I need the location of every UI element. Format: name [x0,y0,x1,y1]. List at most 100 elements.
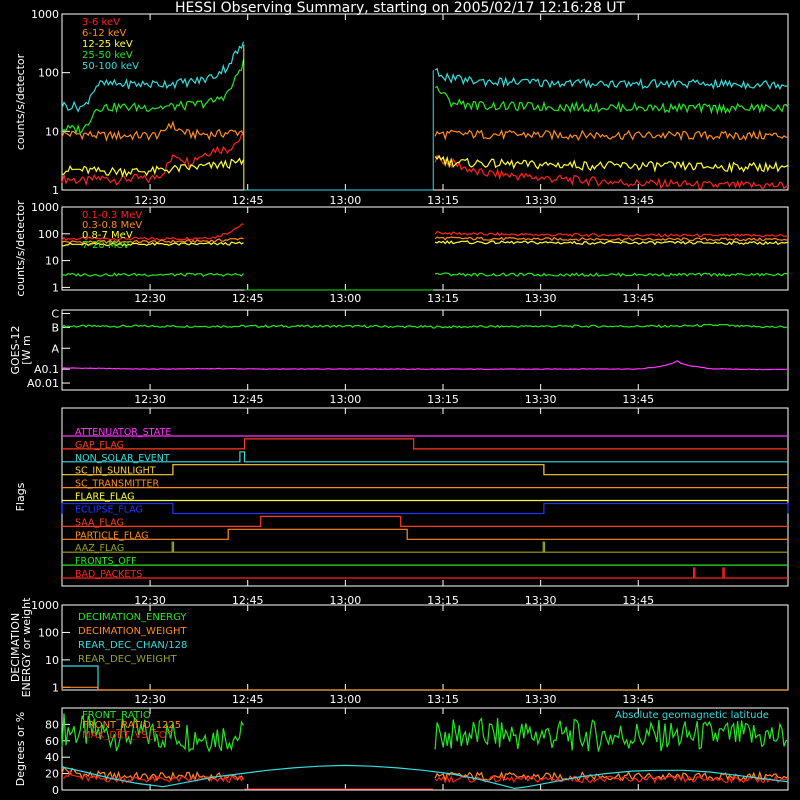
ratio-series-front-ratio-1225 [61,765,789,783]
highE-ytick-label: 10 [45,255,59,268]
flag-label-eclipse-flag: ECLIPSE_FLAG [75,504,143,515]
decim-xtick-label: 13:45 [622,693,654,706]
decim-legend-item: DECIMATION_ENERGY [78,612,187,623]
decim-series-rear-dec-weight [61,686,788,691]
goes-ytick-label: A [51,342,59,355]
lowE-legend-item: 12-25 keV [82,39,133,50]
flags-xtick-label: 13:00 [330,594,362,607]
lowE-series-6-12-kev [61,120,789,142]
flag-label-fronts-off: FRONTS_OFF [75,556,137,567]
decim-series-rear-dec-chan-128 [62,665,788,691]
highE-series-7-20-mev [61,272,789,278]
goes-frame [61,309,789,391]
flag-label-particle-flag: PARTICLE_FLAG [75,530,148,541]
goes-xtick-label: 13:30 [525,393,557,406]
ratio-ylabel: Degrees or % [14,712,27,786]
flag-label-flare-flag: FLARE_FLAG [75,492,135,503]
lowE-xtick-label: 13:15 [427,194,459,207]
flags-xtick-label: 12:30 [134,594,166,607]
highE-legend-item: 0.8-7 MeV [82,230,133,241]
ratio-frame [61,707,789,791]
flag-label-attenuator-state: ATTENUATOR_STATE [75,427,171,438]
lowE-legend-item: 3-6 keV [82,17,120,28]
highE-series-0-8-7-mev [61,240,789,247]
decim-ylabel: ENERGY or weight [20,597,33,697]
flag-line-eclipse-flag [61,502,789,515]
lowE-xtick-label: 12:30 [134,194,166,207]
decim-legend-item: REAR_DEC_WEIGHT [78,654,177,665]
lowE-xtick-label: 12:45 [232,194,264,207]
flag-label-sc-transmitter: SC_TRANSMITTER [75,479,160,490]
flag-line-non-solar-event [62,451,788,463]
goes-series-goes-long [61,323,788,329]
goes-xtick-label: 13:00 [330,393,362,406]
flag-line-sc-in-sunlight [62,464,788,476]
decim-ytick-label: 10 [45,654,59,667]
goes-ylabel: [W m [20,335,33,364]
flag-line-aaz-flag [62,541,788,553]
lowE-series-3-6-kev [61,133,789,190]
decim-legend-item: REAR_DEC_CHAN/128 [78,640,187,651]
lowE-xtick-label: 13:30 [525,194,557,207]
highE-series-0-3-0-8-mev [61,236,789,245]
highE-xtick-label: 13:00 [330,292,362,305]
flags-xtick-label: 12:45 [232,594,264,607]
flags-xtick-label: 13:30 [525,594,557,607]
flags-frame [61,407,789,587]
flag-label-gap-flag: GAP_FLAG [75,440,124,451]
lowE-xtick-label: 13:45 [622,194,654,207]
decim-ylabel: DECIMATION [9,613,22,682]
flags-xtick-label: 13:15 [427,594,459,607]
ratio-ytick-label: 80 [45,718,59,731]
goes-series-goes-short [61,360,788,371]
flag-label-non-solar-event: NON_SOLAR_EVENT [75,453,170,464]
flags-xtick-label: 13:45 [622,594,654,607]
decim-xtick-label: 13:30 [525,693,557,706]
ratio-ytick-label: 0 [52,784,59,797]
flags-ylabel: Flags [14,482,27,511]
highE-xtick-label: 12:30 [134,292,166,305]
ratio-legend-item: FRONT_RATIO_1225 [82,720,181,731]
flag-label-bad-packets: BAD_PACKETS [75,569,142,580]
lowE-ylabel: counts/s/detector [14,53,27,150]
goes-ylabel: GOES-12 [9,325,22,374]
ratio-series-max-det-vs-tot [61,769,789,785]
highE-ylabel: counts/s/detector [14,200,27,297]
ratio-legend-item: MAX_DET_VS_TOT [82,730,174,741]
highE-xtick-label: 13:15 [427,292,459,305]
ratio-legend-item: FRONT_RATIO [82,710,151,721]
decim-ytick-label: 1000 [31,599,59,612]
lowE-legend-item: 50-100 keV [82,61,139,72]
ratio-ytick-label: 60 [45,735,59,748]
highE-ytick-label: 1 [52,281,59,294]
goes-ytick-label: B [51,321,59,334]
decim-xtick-label: 12:30 [134,693,166,706]
goes-ytick-label: A0.01 [27,377,59,390]
highE-legend-item: 7-20 MeV [82,240,130,251]
lowE-ytick-label: 1000 [31,8,59,21]
goes-xtick-label: 12:30 [134,393,166,406]
goes-xtick-label: 13:15 [427,393,459,406]
lowE-series-12-25-kev [61,154,789,178]
highE-xtick-label: 13:30 [525,292,557,305]
goes-ytick-label: A0.1 [34,363,59,376]
lowE-series-25-50-kev [61,59,789,135]
highE-ytick-label: 100 [38,228,59,241]
page-title: HESSI Observing Summary, starting on 200… [174,0,626,16]
decim-xtick-label: 13:15 [427,693,459,706]
ratio-ytick-label: 40 [45,751,59,764]
flag-line-saa-flag [62,515,788,527]
goes-xtick-label: 13:45 [622,393,654,406]
lowE-series-50-100-kev [61,41,789,113]
highE-ytick-label: 1000 [31,201,59,214]
lowE-ytick-label: 100 [38,67,59,80]
decim-xtick-label: 12:45 [232,693,264,706]
flag-label-saa-flag: SAA_FLAG [75,517,124,528]
highE-legend-item: 0.1-0.3 MeV [82,210,142,221]
lowE-xtick-label: 13:00 [330,194,362,207]
highE-xtick-label: 13:45 [622,292,654,305]
highE-legend-item: 0.3-0.8 MeV [82,220,142,231]
flag-label-sc-in-sunlight: SC_IN_SUNLIGHT [75,466,156,477]
ratio-series-absolute-geomagnetic-latitude [62,764,789,790]
flag-line-bad-packets [62,567,788,579]
